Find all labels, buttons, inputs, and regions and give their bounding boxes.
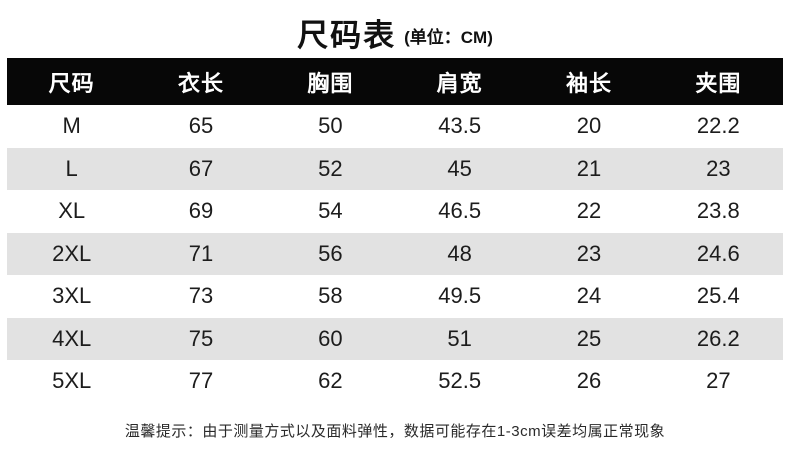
cell-value: 69 bbox=[188, 198, 214, 224]
cell-value: 24.6 bbox=[696, 240, 740, 266]
title-unit-label: (单位：CM) bbox=[404, 27, 493, 47]
cell-value: 22 bbox=[576, 198, 602, 224]
column-header-length: 衣长 bbox=[136, 58, 266, 105]
table-row: 4XL 75 60 51 25 26.2 bbox=[7, 317, 783, 360]
cell-size: 3XL bbox=[52, 283, 92, 309]
cell-value: 65 bbox=[188, 113, 214, 139]
cell-value: 22.2 bbox=[696, 113, 740, 139]
table-row: M 65 50 43.5 20 22.2 bbox=[7, 105, 783, 148]
footer-note: 温馨提示：由于测量方式以及面料弹性，数据可能存在1-3cm误差均属正常现象 bbox=[124, 422, 666, 440]
table-header-row: 尺码 衣长 胸围 肩宽 袖长 夹围 bbox=[7, 58, 783, 105]
table-row: 2XL 71 56 48 23 24.6 bbox=[7, 232, 783, 275]
cell-value: 52.5 bbox=[438, 368, 482, 394]
cell-size: 4XL bbox=[52, 325, 92, 351]
page-title: 尺码表 (单位：CM) bbox=[0, 0, 790, 58]
title-text: 尺码表 bbox=[297, 17, 397, 53]
cell-value: 58 bbox=[318, 283, 343, 309]
cell-value: 71 bbox=[188, 240, 214, 266]
cell-value: 56 bbox=[318, 240, 343, 266]
cell-size: XL bbox=[58, 198, 86, 224]
column-header-sleeve: 袖长 bbox=[524, 58, 654, 105]
table-row: L 67 52 45 21 23 bbox=[7, 147, 783, 190]
cell-size: 5XL bbox=[52, 368, 92, 394]
cell-size: L bbox=[65, 155, 78, 181]
cell-value: 25 bbox=[576, 325, 602, 351]
column-header-chest: 胸围 bbox=[265, 58, 395, 105]
cell-value: 23 bbox=[706, 155, 731, 181]
column-header-shoulder: 肩宽 bbox=[394, 58, 525, 105]
cell-value: 20 bbox=[576, 113, 602, 139]
cell-value: 26 bbox=[576, 368, 602, 394]
cell-value: 25.4 bbox=[696, 283, 740, 309]
cell-value: 24 bbox=[576, 283, 602, 309]
cell-value: 50 bbox=[318, 113, 343, 139]
table-row: 3XL 73 58 49.5 24 25.4 bbox=[7, 275, 783, 318]
table-body: M 65 50 43.5 20 22.2 L 67 52 45 21 23 XL… bbox=[7, 105, 783, 403]
table-row: 5XL 77 62 52.5 26 27 bbox=[7, 360, 783, 403]
column-header-size: 尺码 bbox=[7, 58, 137, 105]
cell-size: M bbox=[62, 113, 81, 139]
cell-value: 26.2 bbox=[696, 325, 740, 351]
cell-value: 77 bbox=[188, 368, 214, 394]
cell-value: 45 bbox=[447, 155, 472, 181]
cell-size: 2XL bbox=[52, 240, 92, 266]
table-row: XL 69 54 46.5 22 23.8 bbox=[7, 190, 783, 233]
cell-value: 27 bbox=[706, 368, 731, 394]
cell-value: 51 bbox=[447, 325, 472, 351]
cell-value: 21 bbox=[576, 155, 602, 181]
cell-value: 49.5 bbox=[438, 283, 482, 309]
cell-value: 43.5 bbox=[438, 113, 482, 139]
table-header: 尺码 衣长 胸围 肩宽 袖长 夹围 bbox=[7, 58, 783, 105]
cell-value: 23 bbox=[576, 240, 602, 266]
cell-value: 67 bbox=[188, 155, 214, 181]
column-header-armhole: 夹围 bbox=[653, 58, 783, 105]
cell-value: 46.5 bbox=[438, 198, 482, 224]
cell-value: 73 bbox=[188, 283, 214, 309]
cell-value: 54 bbox=[318, 198, 343, 224]
cell-value: 60 bbox=[318, 325, 343, 351]
size-table: 尺码 衣长 胸围 肩宽 袖长 夹围 M 65 50 43.5 20 22.2 L… bbox=[7, 58, 783, 403]
cell-value: 62 bbox=[318, 368, 343, 394]
cell-value: 23.8 bbox=[696, 198, 740, 224]
cell-value: 48 bbox=[447, 240, 472, 266]
cell-value: 52 bbox=[318, 155, 343, 181]
cell-value: 75 bbox=[188, 325, 214, 351]
